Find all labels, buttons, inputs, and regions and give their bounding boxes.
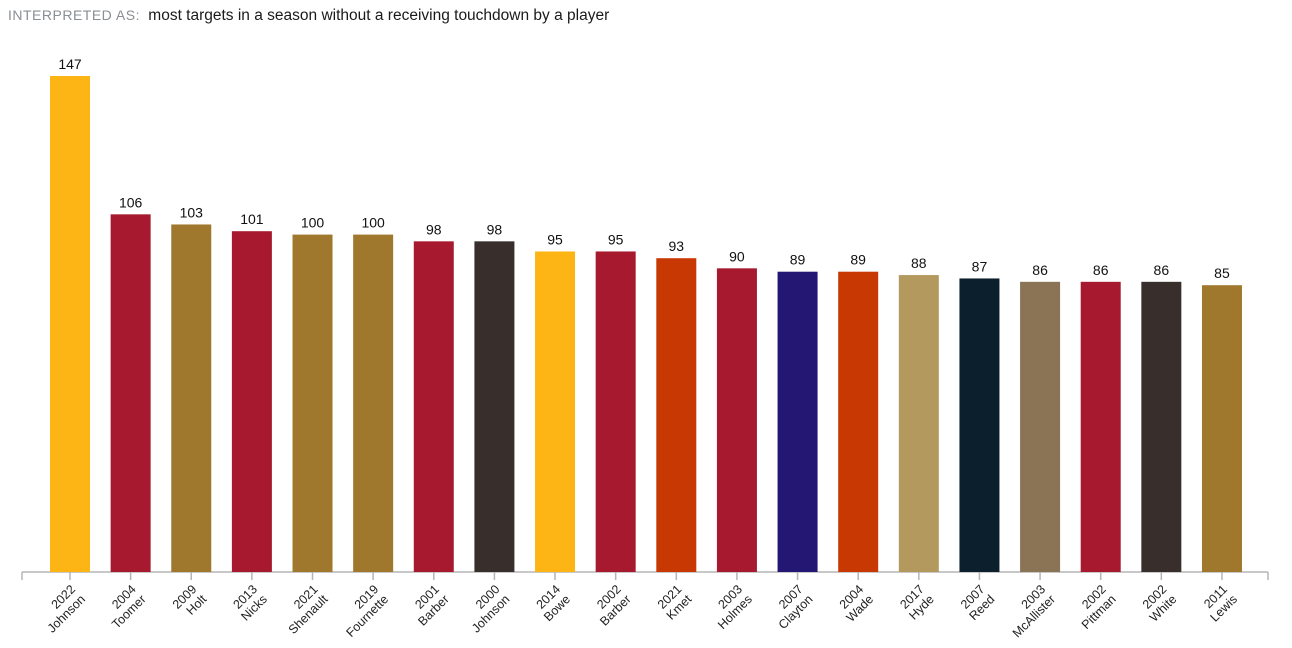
bar: [656, 258, 697, 572]
bar: [1080, 281, 1121, 572]
bar: [171, 224, 212, 572]
data-label: 101: [240, 211, 264, 227]
data-label: 95: [547, 231, 563, 247]
data-label: 95: [608, 231, 624, 247]
data-label: 147: [58, 56, 82, 72]
query-header: INTERPRETED AS: most targets in a season…: [8, 7, 609, 25]
bar: [595, 251, 636, 572]
bar: [413, 241, 454, 573]
data-label: 86: [1032, 262, 1048, 278]
bar: [50, 76, 90, 572]
data-label: 106: [119, 194, 143, 210]
bar: [110, 214, 151, 572]
data-label: 100: [361, 215, 385, 231]
bar: [1141, 281, 1182, 572]
data-label: 86: [1093, 262, 1109, 278]
data-label: 89: [850, 252, 866, 268]
data-label: 98: [426, 221, 442, 237]
bar: [959, 278, 1000, 572]
data-label: 89: [790, 252, 806, 268]
data-label: 86: [1154, 262, 1170, 278]
bar: [1201, 285, 1242, 572]
bar: [474, 241, 515, 573]
bar: [716, 268, 757, 572]
bar: [1020, 281, 1061, 572]
bar: [777, 271, 818, 572]
bar: [231, 231, 272, 573]
data-label: 100: [301, 215, 325, 231]
data-label: 98: [487, 221, 503, 237]
query-text: most targets in a season without a recei…: [148, 7, 610, 24]
bar: [353, 234, 394, 573]
bar: [535, 251, 576, 572]
data-label: 88: [911, 255, 927, 271]
interpreted-as-label: INTERPRETED AS:: [8, 7, 140, 23]
data-label: 90: [729, 248, 745, 264]
bar: [898, 275, 939, 572]
bar: [292, 234, 333, 573]
data-label: 87: [972, 258, 988, 274]
data-label: 93: [669, 238, 685, 254]
bar: [838, 271, 879, 572]
data-label: 103: [180, 204, 204, 220]
data-label: 85: [1214, 265, 1230, 281]
